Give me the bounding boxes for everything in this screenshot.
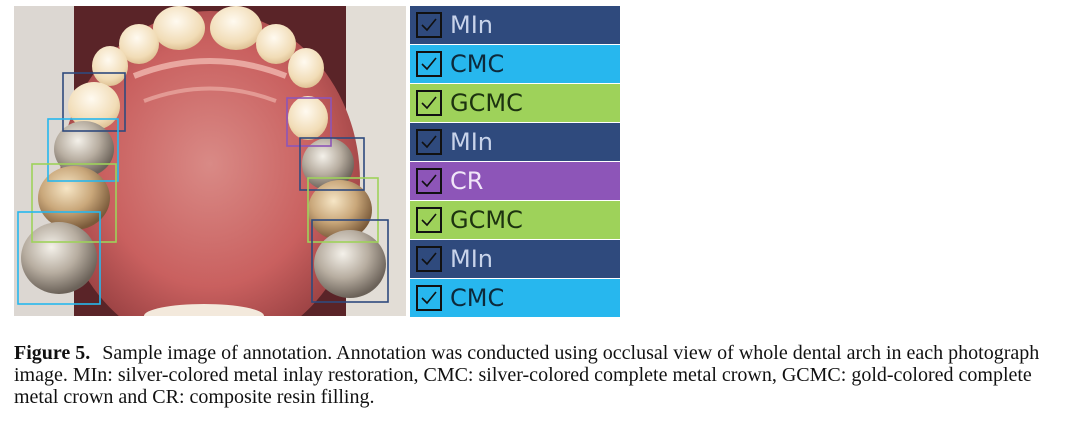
label-text: MIn [450,128,493,156]
label-text: CMC [450,50,505,78]
annotation-box-min [62,72,126,132]
incisor [153,6,205,50]
lower-teeth-edge [144,304,264,316]
canine [288,48,324,88]
label-text: CR [450,167,484,195]
incisor [210,6,262,50]
annotation-box-cmc [17,211,101,305]
metal-inlay [302,138,354,190]
caption-text: Sample image of annotation. Annotation w… [14,342,1040,408]
annotation-box-cmc [47,118,119,182]
annotation-box-min [299,137,365,191]
canine [92,46,128,86]
metal-inlay-molar [21,222,97,294]
checkbox[interactable] [416,285,442,311]
label-text: CMC [450,284,505,312]
label-row: CMC [410,279,620,317]
checkmark-icon [421,135,437,149]
annotation-box-gcmc [307,177,379,243]
checkbox[interactable] [416,51,442,77]
checkbox[interactable] [416,90,442,116]
palatal-rugae [132,58,288,79]
gold-crown [38,166,110,230]
annotated-dental-photo [14,6,406,316]
label-row: GCMC [410,84,620,122]
checkbox[interactable] [416,168,442,194]
checkbox[interactable] [416,246,442,272]
checkmark-icon [421,291,437,305]
label-row: MIn [410,123,620,161]
label-text: GCMC [450,206,523,234]
metal-crown [314,230,386,298]
label-text: GCMC [450,89,523,117]
checkmark-icon [421,213,437,227]
label-row: CMC [410,45,620,83]
metal-crown [54,121,114,177]
label-text: MIn [450,11,493,39]
checkbox[interactable] [416,129,442,155]
palate [60,11,360,316]
label-row: MIn [410,6,620,44]
gold-crown [308,180,372,240]
dental-arch-illustration [14,6,406,316]
palatal-rugae [143,86,277,103]
premolar-resin [288,96,328,140]
checkbox[interactable] [416,12,442,38]
figure-label: Figure 5. [14,342,91,364]
checkmark-icon [421,18,437,32]
checkmark-icon [421,174,437,188]
annotation-box-min [311,219,389,303]
lateral-incisor [119,24,159,64]
label-row: MIn [410,240,620,278]
label-row: GCMC [410,201,620,239]
lateral-incisor [256,24,296,64]
checkbox[interactable] [416,207,442,233]
checkmark-icon [421,57,437,71]
figure-caption: Figure 5. Sample image of annotation. Ann… [14,342,1054,408]
label-row: CR [410,162,620,200]
checkmark-icon [421,252,437,266]
checkmark-icon [421,96,437,110]
annotation-label-list: MIn CMC GCMC MIn CR GCMC MIn CMC [410,6,620,317]
annotation-box-cr [286,97,332,147]
premolar [68,82,120,130]
label-text: MIn [450,245,493,273]
annotation-box-gcmc [31,163,117,243]
